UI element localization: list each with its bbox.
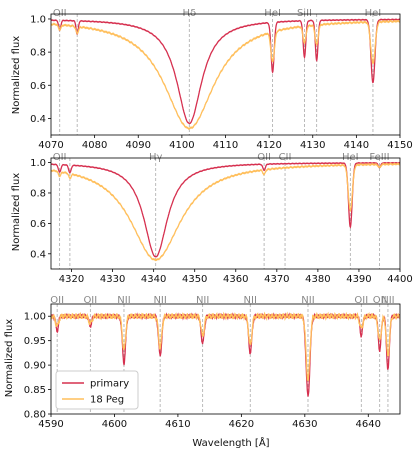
xtick-label-2-3: 4620 — [229, 419, 254, 430]
xtick-label-0-0: 4070 — [38, 140, 63, 151]
xtick-label-0-6: 4130 — [300, 140, 325, 151]
ytick-label-1-2: 0.8 — [30, 188, 46, 199]
line-label-0-0: OII — [53, 8, 67, 19]
ylabel-middle: Normalized flux — [11, 173, 22, 252]
xtick-label-1-7: 4390 — [346, 274, 371, 285]
xtick-label-0-3: 4100 — [169, 140, 194, 151]
spectrum-1-primary — [51, 161, 400, 258]
line-label-2-0: OII — [50, 295, 64, 306]
panel-hgamma: OII Hγ OII CII HeI FeIII 4320 4330 4340 4350 4360 4… — [30, 152, 413, 285]
ytick-label-2-4: 1.00 — [24, 312, 46, 323]
line-label-0-2: Hδ — [182, 8, 196, 19]
line-label-0-4: SiII — [297, 8, 312, 19]
line-label-1-0: OII — [53, 152, 67, 163]
legend-label-18peg: 18 Peg — [90, 395, 124, 406]
line-label-2-8: OII — [373, 295, 387, 306]
line-label-2-6: NII — [301, 295, 314, 306]
xtick-label-1-0: 4320 — [59, 274, 84, 285]
ytick-label-2-3: 0.95 — [24, 336, 46, 347]
line-label-2-7: OII — [354, 295, 368, 306]
ytick-label-2-1: 0.85 — [24, 385, 46, 396]
ytick-label-2-2: 0.90 — [24, 361, 46, 372]
line-label-1-3: OII — [257, 152, 271, 163]
line-label-2-4: NII — [196, 295, 209, 306]
xtick-label-1-1: 4330 — [100, 274, 125, 285]
ytick-label-0-2: 0.8 — [30, 48, 46, 59]
xtick-label-2-5: 4640 — [356, 419, 381, 430]
xtick-label-0-5: 4120 — [256, 140, 281, 151]
xtick-label-1-5: 4370 — [264, 274, 289, 285]
xtick-label-1-4: 4360 — [223, 274, 248, 285]
xtick-label-1-8: 4400 — [387, 274, 412, 285]
ytick-label-1-3: 1.0 — [30, 158, 46, 169]
spectrum-2-18peg — [51, 311, 400, 382]
line-label-2-2: NII — [117, 295, 130, 306]
xtick-label-2-2: 4610 — [165, 419, 190, 430]
xtick-label-1-2: 4340 — [141, 274, 166, 285]
ytick-label-1-0: 0.4 — [30, 249, 46, 260]
ytick-label-1-1: 0.6 — [30, 219, 46, 230]
xtick-label-0-7: 4140 — [344, 140, 369, 151]
line-label-1-4: CII — [279, 152, 292, 163]
xtick-label-2-0: 4590 — [38, 419, 63, 430]
line-label-2-9: NII — [381, 295, 394, 306]
xtick-label-2-4: 4630 — [292, 419, 317, 430]
ytick-label-0-0: 0.4 — [30, 114, 46, 125]
xlabel: Wavelength [Å] — [192, 436, 269, 449]
panel-hdelta: OII Hδ HeI SiII HeI 4070 4080 4090 4100 4110 4120 4… — [30, 8, 413, 151]
line-label-0-6: HeI — [365, 8, 382, 19]
line-label-2-5: NII — [244, 295, 257, 306]
ytick-label-2-0: 0.80 — [24, 410, 46, 421]
xtick-label-0-8: 4150 — [387, 140, 412, 151]
xtick-label-2-1: 4600 — [102, 419, 127, 430]
axes-frame-1 — [50, 157, 401, 270]
spectrum-0-primary — [51, 18, 400, 125]
ylabel-top: Normalized flux — [11, 36, 22, 115]
xtick-label-0-4: 4110 — [213, 140, 238, 151]
line-label-1-5: HeI — [342, 152, 359, 163]
axes-frame-2 — [50, 303, 401, 415]
line-label-0-3: HeI — [264, 8, 281, 19]
line-label-2-1: OII — [83, 295, 97, 306]
xtick-label-0-2: 4090 — [126, 140, 151, 151]
legend-label-primary: primary — [90, 379, 129, 390]
xtick-label-0-1: 4080 — [82, 140, 107, 151]
xtick-label-1-3: 4350 — [182, 274, 207, 285]
ytick-label-0-1: 0.6 — [30, 81, 46, 92]
xtick-label-1-6: 4380 — [305, 274, 330, 285]
ylabel-bottom: Normalized flux — [4, 319, 15, 398]
line-label-1-6: FeIII — [369, 152, 389, 163]
legend: primary 18 Peg — [55, 370, 139, 410]
line-label-1-2: Hγ — [149, 152, 163, 163]
line-label-2-3: NII — [153, 295, 166, 306]
spectrum-1-18peg — [51, 162, 400, 262]
spectrum-0-18peg — [51, 19, 400, 131]
ytick-label-0-3: 1.0 — [30, 14, 46, 25]
